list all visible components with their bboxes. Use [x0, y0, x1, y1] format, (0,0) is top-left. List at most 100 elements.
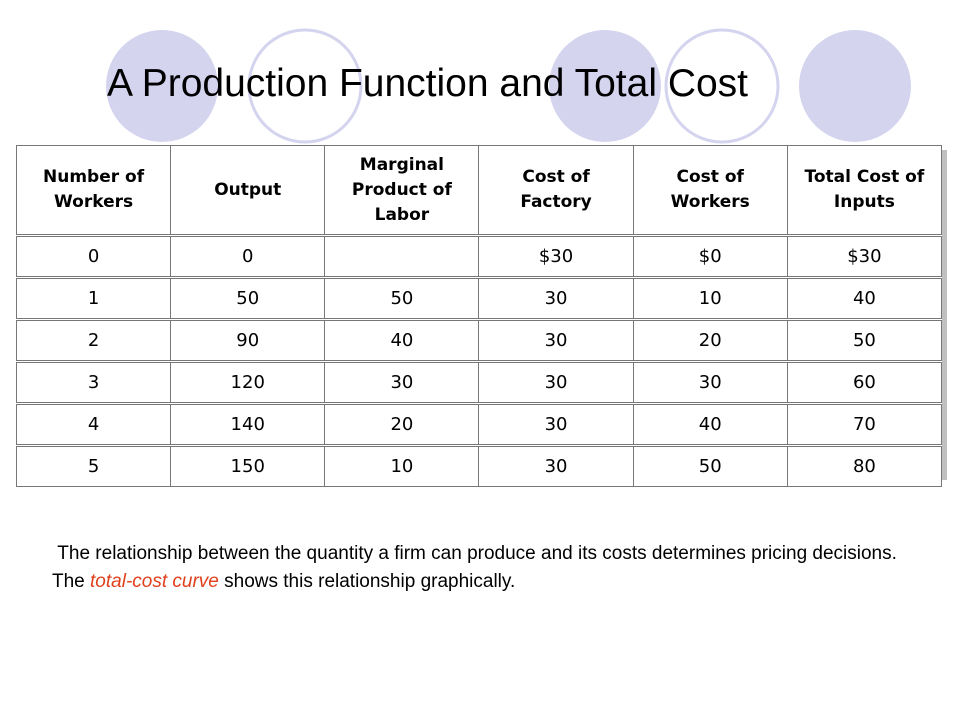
- header-line: Total Cost of: [804, 167, 925, 187]
- text: shows this relationship graphically.: [218, 571, 516, 592]
- header-line: Workers: [670, 192, 750, 212]
- cell-text: 20: [698, 330, 722, 351]
- body-text: The relationship between the quantity a …: [52, 540, 932, 596]
- cell-text: 30: [544, 456, 568, 477]
- header-line: Cost of: [676, 167, 744, 187]
- column-header: Total Cost of Inputs: [786, 145, 943, 236]
- table-cell: $0: [632, 234, 788, 278]
- table-cell: 2: [15, 318, 172, 362]
- table-row: 4 140 20 30 40 70: [15, 402, 943, 446]
- table-body: 0 0 $30 $0 $30 1 50 50 30 10 40 2 90 40 30 20 50 3 120 30 30…: [15, 234, 943, 487]
- cell-text: 3: [87, 372, 100, 393]
- column-header: Number of Workers: [15, 145, 172, 236]
- column-header: Cost of Workers: [632, 145, 788, 236]
- header-line: Workers: [54, 192, 134, 212]
- table-cell: 90: [170, 318, 326, 362]
- table-cell: 0: [170, 234, 326, 278]
- table-cell: 60: [786, 360, 943, 404]
- table-cell: 5: [15, 444, 172, 487]
- table-cell: 20: [324, 402, 480, 446]
- table-cell: 30: [478, 360, 634, 404]
- cell-text: 50: [236, 288, 260, 309]
- cell-text: 1: [87, 288, 100, 309]
- circle: [106, 30, 218, 142]
- cell-text: 120: [230, 372, 265, 393]
- cell-text: $30: [847, 246, 882, 267]
- header-line: Output: [214, 179, 282, 200]
- table-cell: 80: [786, 444, 943, 487]
- table-cell: 50: [324, 276, 480, 320]
- table: Number of Workers Output Marginal Product of…: [15, 145, 943, 487]
- table-cell: [324, 234, 480, 278]
- header-line: Labor: [374, 204, 430, 225]
- cell-text: $30: [538, 246, 574, 267]
- header-line: Factory: [520, 192, 592, 212]
- table-cell: 140: [170, 402, 326, 446]
- table-cell: 50: [786, 318, 943, 362]
- cell-text: 0: [242, 246, 254, 267]
- cell-text: 30: [544, 372, 568, 393]
- table-cell: 4: [15, 402, 172, 446]
- cell-text: 50: [852, 330, 876, 351]
- table-cell: 150: [170, 444, 326, 487]
- paragraph: The total-cost curve shows this relation…: [52, 568, 932, 596]
- cell-text: 40: [390, 330, 414, 351]
- cell-text: 50: [390, 288, 414, 309]
- cell-text: 40: [852, 288, 876, 309]
- paragraph: The relationship between the quantity a …: [52, 540, 932, 568]
- table-cell: 1: [15, 276, 172, 320]
- table-cell: 20: [632, 318, 788, 362]
- table-row: 0 0 $30 $0 $30: [15, 234, 943, 278]
- table-cell: 30: [632, 360, 788, 404]
- column-header: Cost of Factory: [478, 145, 634, 236]
- decoration: [106, 28, 911, 144]
- cell-text: 150: [230, 456, 265, 477]
- cell-text: 90: [236, 330, 260, 351]
- header-line: Product of: [351, 179, 452, 200]
- table-row: 3 120 30 30 30 60: [15, 360, 943, 404]
- text: The relationship between the quantity a …: [57, 543, 897, 564]
- table-cell: 10: [324, 444, 480, 487]
- table-row: 5 150 10 30 50 80: [15, 444, 943, 487]
- cell-text: $0: [698, 246, 722, 267]
- table-cell: 30: [478, 444, 634, 487]
- cell-text: 140: [230, 414, 265, 435]
- cell-text: 30: [390, 372, 414, 393]
- circle: [799, 30, 911, 142]
- title: A Production Function and Total Cost: [107, 62, 749, 105]
- column-header: Output: [170, 145, 326, 236]
- cell-text: 60: [852, 372, 876, 393]
- header-row: Number of Workers Output Marginal Product of…: [15, 145, 943, 236]
- circle: [664, 28, 780, 144]
- cell-text: 30: [544, 330, 568, 351]
- emphasis: total-cost curve: [90, 571, 219, 592]
- cell-text: 30: [698, 372, 722, 393]
- table-cell: 40: [632, 402, 788, 446]
- table-cell: 120: [170, 360, 326, 404]
- cell-text: 50: [698, 456, 722, 477]
- cell-text: 70: [852, 414, 876, 435]
- table-cell: 30: [324, 360, 480, 404]
- table-cell: 50: [632, 444, 788, 487]
- cell-text: 4: [87, 414, 100, 435]
- cell-text: 10: [390, 456, 414, 477]
- header-line: Marginal: [359, 154, 444, 175]
- circle: [247, 28, 363, 144]
- header-line: Inputs: [833, 192, 895, 212]
- cell-text: 5: [87, 456, 100, 477]
- cell-text: 30: [544, 414, 568, 435]
- table-row: 1 50 50 30 10 40: [15, 276, 943, 320]
- cell-text: 10: [698, 288, 722, 309]
- table-cell: 30: [478, 402, 634, 446]
- cell-text: 40: [698, 414, 722, 435]
- table-cell: 0: [15, 234, 172, 278]
- cell-text: 80: [852, 456, 876, 477]
- cell-text: 20: [390, 414, 414, 435]
- table-cell: 3: [15, 360, 172, 404]
- table-cell: 30: [478, 276, 634, 320]
- table-cell: 40: [786, 276, 943, 320]
- header-line: Number of: [43, 167, 145, 187]
- cell-text: 30: [544, 288, 568, 309]
- table-cell: 10: [632, 276, 788, 320]
